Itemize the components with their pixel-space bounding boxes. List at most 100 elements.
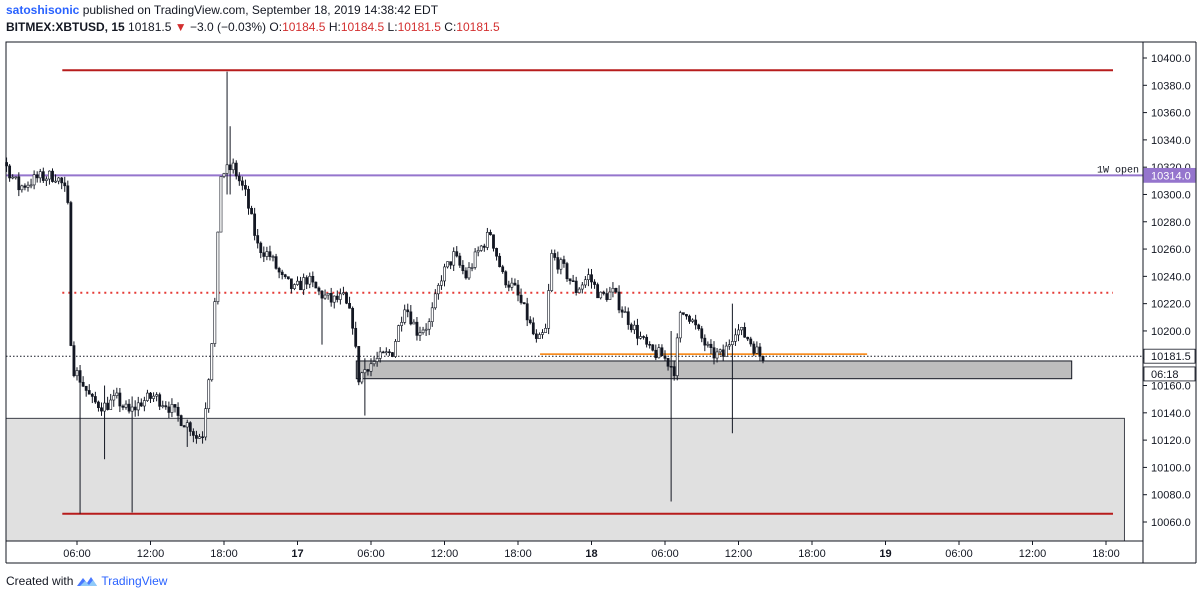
candle-body-193	[556, 257, 560, 270]
candle-body-208	[602, 291, 606, 294]
symbol-ohlc-legend: BITMEX:XBTUSD, 15 10181.5 ▼ −3.0 (−0.03%…	[6, 20, 500, 34]
candles-layer	[5, 71, 765, 514]
time-axis[interactable]: 06:00 12:00 18:00 17 06:00 12:00 18:00 18 06:00 1…	[63, 541, 1120, 560]
candle-body-117	[323, 294, 327, 299]
candle-body-136	[381, 351, 385, 354]
candle-body-171	[489, 232, 492, 236]
candle-body-156	[443, 266, 446, 282]
candle-body-36	[75, 370, 79, 377]
candle-body-16	[14, 176, 18, 179]
candle-body-46	[106, 402, 110, 410]
candle-body-163	[464, 270, 468, 279]
candle-body-111	[305, 277, 309, 285]
candle-body-219	[636, 324, 639, 339]
x-tick-label: 12:00	[1019, 548, 1047, 560]
candle-body-64	[161, 405, 165, 407]
candle-body-133	[372, 361, 376, 365]
candle-body-206	[596, 284, 600, 299]
candle-body-92	[247, 188, 250, 209]
x-tick-label: 12:00	[725, 548, 753, 560]
candle-body-63	[158, 394, 162, 407]
candle-body-99	[268, 251, 272, 257]
candle-body-13	[5, 162, 8, 167]
candle-body-44	[100, 407, 103, 412]
change-text: −3.0 (−0.03%)	[190, 20, 267, 34]
candle-body-120	[332, 295, 336, 303]
candle-body-178	[510, 282, 514, 288]
candle-body-186	[534, 333, 538, 339]
candle-body-203	[587, 274, 590, 281]
candle-body-67	[170, 404, 174, 413]
candle-body-91	[244, 185, 247, 190]
candle-body-74	[191, 431, 195, 436]
candle-body-93	[250, 207, 253, 215]
candle-body-14	[8, 165, 12, 179]
high-label: H:	[328, 20, 341, 34]
tradingview-link[interactable]: TradingView	[101, 574, 168, 588]
candle-body-252	[737, 329, 740, 336]
countdown-label-box	[1143, 366, 1196, 382]
y-tick-label: 10340.0	[1151, 135, 1191, 147]
candle-body-152	[430, 307, 434, 322]
candle-body-176	[504, 271, 508, 286]
x-tick-label: 06:00	[651, 548, 679, 560]
down-arrow-icon: ▼	[174, 20, 187, 34]
x-tick-label: 19	[879, 548, 891, 560]
candle-body-135	[378, 351, 382, 359]
price-axis[interactable]: 10060.0 10080.0 10100.0 10120.0 10140.0 10160…	[1143, 53, 1191, 529]
candle-body-137	[384, 351, 388, 354]
candle-body-180	[516, 284, 520, 296]
candle-body-82	[216, 231, 220, 302]
candle-body-35	[72, 345, 76, 377]
author-link[interactable]: satoshisonic	[6, 3, 80, 17]
candle-body-89	[237, 175, 241, 182]
candle-body-86	[228, 164, 232, 171]
open-value: 10184.5	[282, 20, 326, 34]
y-tick-label: 10200.0	[1151, 326, 1191, 338]
candle-body-259	[758, 346, 762, 357]
published-text: published on TradingView.com, September …	[82, 3, 439, 17]
candle-body-61	[152, 395, 155, 399]
candle-body-95	[256, 235, 260, 244]
countdown-label: 06:18	[1151, 369, 1179, 381]
candle-body-23	[35, 174, 39, 179]
candle-body-88	[234, 162, 238, 177]
candle-body-100	[271, 256, 275, 258]
candle-body-226	[657, 347, 661, 359]
candle-body-227	[660, 347, 664, 357]
candle-body-141	[397, 325, 400, 342]
candle-body-29	[54, 180, 57, 183]
candle-body-131	[366, 369, 370, 372]
candle-body-237	[691, 319, 694, 322]
candle-body-110	[302, 277, 306, 291]
candle-body-113	[311, 275, 315, 283]
candle-body-233	[678, 312, 682, 339]
candle-body-65	[164, 405, 168, 408]
candle-body-187	[538, 334, 541, 339]
x-tick-label: 18:00	[210, 548, 238, 560]
candle-body-148	[418, 332, 422, 336]
candle-body-138	[387, 351, 391, 354]
y-tick-label: 10240.0	[1151, 271, 1191, 283]
y-tick-label: 10360.0	[1151, 108, 1191, 120]
candle-body-157	[446, 261, 449, 268]
last-price-text: 10181.5	[128, 20, 172, 34]
candle-body-129	[360, 372, 364, 383]
candle-body-83	[219, 176, 223, 233]
chart-publish-header: satoshisonic published on TradingView.co…	[6, 3, 438, 17]
x-tick-label: 18	[585, 548, 597, 560]
candle-body-139	[391, 352, 394, 357]
candle-body-48	[112, 395, 116, 401]
candle-body-190	[547, 290, 551, 329]
candle-body-19	[23, 185, 27, 188]
candle-body-181	[519, 294, 523, 303]
candle-body-81	[213, 301, 217, 344]
candle-body-223	[648, 343, 652, 346]
candle-body-153	[433, 293, 437, 309]
y-tick-label: 10080.0	[1151, 490, 1191, 502]
candle-body-149	[421, 329, 425, 333]
candle-body-244	[712, 347, 716, 359]
candle-body-172	[492, 234, 495, 249]
candle-body-210	[608, 291, 612, 300]
